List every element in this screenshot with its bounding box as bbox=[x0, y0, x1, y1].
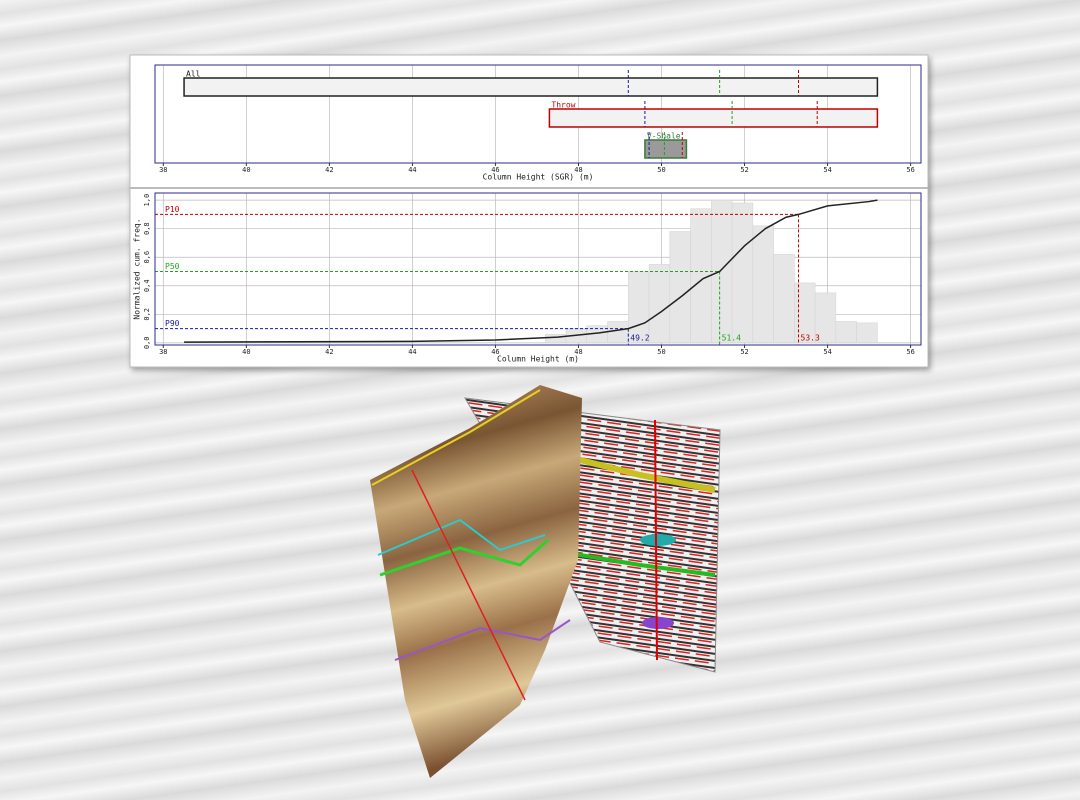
horizon bbox=[371, 389, 541, 486]
range-bar bbox=[183, 77, 879, 97]
series-label: V-Shale bbox=[647, 132, 681, 141]
y-tick-label: 0,2 bbox=[143, 308, 151, 321]
x-tick-label: 42 bbox=[325, 348, 333, 356]
histogram-bar bbox=[773, 254, 795, 344]
x-tick-label: 46 bbox=[491, 166, 499, 174]
x-tick-label: 52 bbox=[740, 166, 748, 174]
x-tick-label: 48 bbox=[574, 348, 582, 356]
geology-render bbox=[370, 385, 721, 778]
surface bbox=[370, 385, 582, 778]
x-axis-label: Column Height (m) bbox=[497, 355, 579, 364]
x-tick-label: 50 bbox=[657, 348, 665, 356]
histogram-bar bbox=[545, 334, 567, 344]
y-tick-label: 0,0 bbox=[143, 337, 151, 350]
y-tick-label: 0,6 bbox=[143, 251, 151, 264]
range-bar bbox=[548, 108, 879, 128]
x-tick-label: 52 bbox=[740, 348, 748, 356]
horizon bbox=[394, 619, 571, 661]
histogram-bar bbox=[752, 225, 774, 344]
histogram-bar bbox=[628, 271, 650, 344]
y-tick-label: 1,0 bbox=[143, 194, 151, 207]
histogram-bar bbox=[607, 321, 629, 344]
well bbox=[654, 419, 658, 661]
x-tick-label: 48 bbox=[574, 166, 582, 174]
x-tick-label: 42 bbox=[325, 166, 333, 174]
histogram-bar bbox=[648, 264, 671, 344]
histogram-bar bbox=[669, 231, 691, 344]
fault bbox=[411, 469, 526, 701]
percentile-label: P10 bbox=[165, 205, 180, 214]
percentile-value: 53.3 bbox=[801, 334, 820, 343]
horizon bbox=[549, 548, 716, 577]
series-label: All bbox=[186, 70, 201, 79]
y-tick-label: 0,4 bbox=[143, 279, 151, 292]
plots: 38 40 42 44 46 48 50 52 54 56 Column Height (SGR) … bbox=[133, 64, 922, 364]
range-bar bbox=[644, 139, 688, 159]
percentile-label: P50 bbox=[165, 262, 180, 271]
horizon bbox=[379, 538, 549, 577]
horizon bbox=[642, 617, 674, 629]
x-tick-label: 56 bbox=[906, 348, 914, 356]
series-label: Throw bbox=[551, 101, 575, 110]
percentile-value: 51.4 bbox=[722, 334, 741, 343]
percentile-value: 49.2 bbox=[630, 334, 649, 343]
x-tick-label: 46 bbox=[491, 348, 499, 356]
x-tick-label: 54 bbox=[823, 348, 831, 356]
x-tick-label: 44 bbox=[408, 348, 416, 356]
x-tick-label: 38 bbox=[159, 348, 167, 356]
horizon bbox=[640, 534, 676, 546]
plot-frame bbox=[154, 64, 922, 164]
histogram-bar bbox=[731, 202, 754, 344]
plot-frame bbox=[154, 192, 922, 346]
x-tick-label: 50 bbox=[657, 166, 665, 174]
x-tick-label: 44 bbox=[408, 166, 416, 174]
percentile-label: P90 bbox=[165, 319, 180, 328]
x-tick-label: 40 bbox=[242, 348, 250, 356]
histogram-bar bbox=[835, 321, 857, 344]
cumulative-line bbox=[184, 199, 878, 343]
x-tick-label: 40 bbox=[242, 166, 250, 174]
histogram-bar bbox=[814, 292, 837, 344]
horizon bbox=[377, 518, 546, 556]
histogram-bar bbox=[856, 322, 878, 344]
x-axis-label: Column Height (SGR) (m) bbox=[483, 173, 594, 182]
x-tick-label: 38 bbox=[159, 166, 167, 174]
y-tick-label: 0,8 bbox=[143, 222, 151, 235]
x-tick-label: 54 bbox=[823, 166, 831, 174]
histogram-bar bbox=[711, 199, 733, 344]
x-tick-label: 56 bbox=[906, 166, 914, 174]
y-axis-label: Normalized cum. freq. bbox=[133, 218, 142, 319]
